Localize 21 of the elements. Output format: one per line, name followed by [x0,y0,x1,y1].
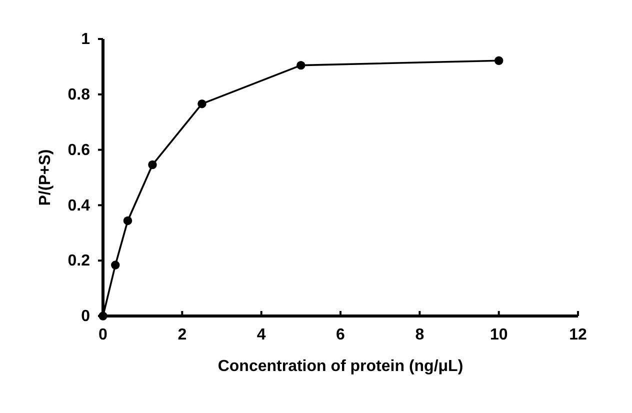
point [296,60,306,70]
x-tick-label: 12 [569,326,587,344]
point [494,56,504,65]
x-axis-title: Concentration of protein (ng/μL) [218,358,464,375]
y-tick-label: 0.6 [68,142,90,159]
y-tick-label: 0.2 [68,252,90,270]
y-axis-title: P/(P+S) [37,149,54,206]
x-tick-label: 8 [415,326,424,344]
x-tick-label: 0 [98,326,108,344]
y-tick-label: 1 [81,31,90,48]
y-tick-label: 0 [81,308,90,326]
y-tick-label: 0.4 [68,197,90,214]
y-tick-label: 0.8 [68,86,90,104]
point [123,216,132,226]
x-tick-label: 6 [336,326,346,344]
point [148,160,157,170]
point [198,99,206,108]
point [111,260,120,270]
x-tick-label: 10 [490,326,508,344]
x-tick-label: 4 [256,326,266,344]
x-tick-label: 2 [178,326,187,344]
